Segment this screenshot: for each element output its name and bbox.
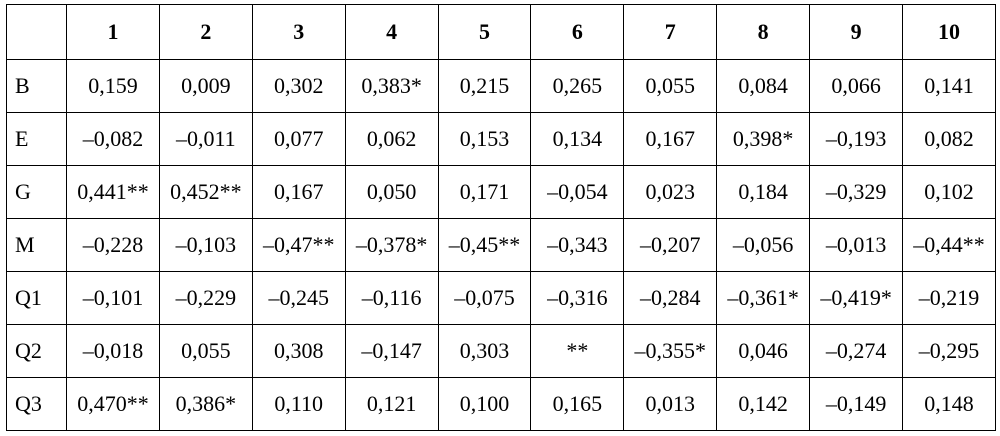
table-cell: ** [530, 324, 625, 378]
table-cell: –0,193 [809, 112, 904, 166]
table-cell: –0,361* [716, 271, 811, 325]
table-cell: –0,284 [623, 271, 718, 325]
table-cell: –0,295 [902, 324, 996, 378]
table-cell: –0,056 [716, 218, 811, 272]
table-cell: –0,149 [809, 377, 904, 431]
table-cell: 0,171 [437, 165, 532, 219]
table-cell: 0,153 [437, 112, 532, 166]
header-row: 1 2 3 4 5 6 7 8 9 10 [6, 4, 996, 60]
table-cell: –0,013 [809, 218, 904, 272]
table-cell: –0,355* [623, 324, 718, 378]
table-cell: –0,082 [66, 112, 160, 166]
table-cell: 0,141 [902, 59, 996, 113]
column-header: 7 [623, 4, 718, 60]
table-cell: 0,383* [344, 59, 439, 113]
column-header: 6 [530, 4, 625, 60]
table-cell: 0,470** [66, 377, 160, 431]
row-label: Q1 [6, 271, 67, 325]
table-cell: 0,084 [716, 59, 811, 113]
table-cell: –0,075 [437, 271, 532, 325]
table-cell: –0,103 [158, 218, 253, 272]
table-cell: –0,329 [809, 165, 904, 219]
row-label: M [6, 218, 67, 272]
table-cell: –0,45** [437, 218, 532, 272]
table-cell: –0,274 [809, 324, 904, 378]
table-row: Q2 –0,018 0,055 0,308 –0,147 0,303 ** –0,355* 0,… [6, 324, 996, 378]
table-row: B 0,159 0,009 0,302 0,383* 0,215 0,265 0,055 0,0… [6, 59, 996, 113]
table-cell: –0,219 [902, 271, 996, 325]
table-cell: 0,046 [716, 324, 811, 378]
table-cell: 0,184 [716, 165, 811, 219]
row-label: Q2 [6, 324, 67, 378]
table-cell: –0,47** [251, 218, 346, 272]
table-cell: 0,167 [623, 112, 718, 166]
table-cell: –0,44** [902, 218, 996, 272]
table-cell: 0,050 [344, 165, 439, 219]
table-cell: 0,134 [530, 112, 625, 166]
table-cell: 0,009 [158, 59, 253, 113]
table-cell: –0,316 [530, 271, 625, 325]
table-cell: 0,055 [623, 59, 718, 113]
table-cell: 0,302 [251, 59, 346, 113]
column-header: 1 [66, 4, 160, 60]
correlation-table: 1 2 3 4 5 6 7 8 9 10 B 0,159 0,009 0,302 0,383* 0,215 0… [6, 4, 996, 431]
table-cell: –0,018 [66, 324, 160, 378]
table-cell: –0,228 [66, 218, 160, 272]
table-cell: –0,207 [623, 218, 718, 272]
table-cell: –0,378* [344, 218, 439, 272]
table-cell: 0,386* [158, 377, 253, 431]
table-cell: 0,441** [66, 165, 160, 219]
column-header: 2 [158, 4, 253, 60]
table-row: Q3 0,470** 0,386* 0,110 0,121 0,100 0,165 0,013… [6, 377, 996, 431]
column-header: 9 [809, 4, 904, 60]
table-cell: 0,110 [251, 377, 346, 431]
row-label: Q3 [6, 377, 67, 431]
table-cell: 0,165 [530, 377, 625, 431]
column-header: 3 [251, 4, 346, 60]
table-cell: 0,121 [344, 377, 439, 431]
table-cell: 0,167 [251, 165, 346, 219]
column-header: 10 [902, 4, 996, 60]
row-label: B [6, 59, 67, 113]
table-cell: –0,101 [66, 271, 160, 325]
table-cell: 0,265 [530, 59, 625, 113]
table-row: M –0,228 –0,103 –0,47** –0,378* –0,45** –0,343… [6, 218, 996, 272]
table-cell: 0,077 [251, 112, 346, 166]
column-header: 4 [344, 4, 439, 60]
table-cell: 0,308 [251, 324, 346, 378]
row-label: E [6, 112, 67, 166]
table-row: G 0,441** 0,452** 0,167 0,050 0,171 –0,054 0,02… [6, 165, 996, 219]
table-cell: –0,343 [530, 218, 625, 272]
table-cell: 0,142 [716, 377, 811, 431]
row-label: G [6, 165, 67, 219]
table-cell: 0,066 [809, 59, 904, 113]
table-cell: 0,102 [902, 165, 996, 219]
table-row: Q1 –0,101 –0,229 –0,245 –0,116 –0,075 –0,316 –0… [6, 271, 996, 325]
column-header: 8 [716, 4, 811, 60]
table-cell: 0,023 [623, 165, 718, 219]
table-cell: –0,116 [344, 271, 439, 325]
table-cell: –0,229 [158, 271, 253, 325]
table-cell: 0,100 [437, 377, 532, 431]
table-row: E –0,082 –0,011 0,077 0,062 0,153 0,134 0,167 0,… [6, 112, 996, 166]
table-cell: 0,452** [158, 165, 253, 219]
table-cell: 0,159 [66, 59, 160, 113]
table-cell: 0,055 [158, 324, 253, 378]
table-cell: 0,303 [437, 324, 532, 378]
table-cell: –0,245 [251, 271, 346, 325]
table-cell: 0,148 [902, 377, 996, 431]
table-cell: –0,419* [809, 271, 904, 325]
table-cell: 0,398* [716, 112, 811, 166]
corner-cell [6, 4, 67, 60]
table-cell: –0,011 [158, 112, 253, 166]
table-container: 1 2 3 4 5 6 7 8 9 10 B 0,159 0,009 0,302 0,383* 0,215 0… [6, 4, 996, 431]
table-cell: 0,215 [437, 59, 532, 113]
table-cell: 0,062 [344, 112, 439, 166]
table-cell: 0,082 [902, 112, 996, 166]
table-cell: –0,147 [344, 324, 439, 378]
table-cell: 0,013 [623, 377, 718, 431]
table-cell: –0,054 [530, 165, 625, 219]
column-header: 5 [437, 4, 532, 60]
